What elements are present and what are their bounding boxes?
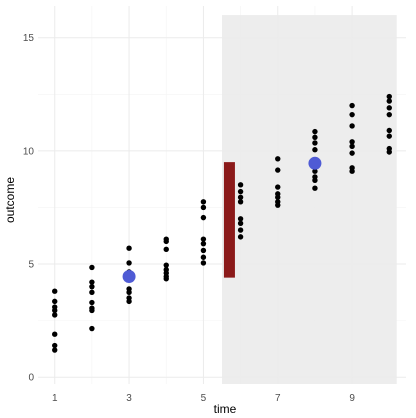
- data-point: [386, 93, 392, 100]
- data-point: [275, 184, 281, 190]
- x-tick-label: 9: [349, 393, 355, 404]
- data-point: [275, 167, 281, 173]
- y-tick-label: 5: [28, 260, 34, 271]
- data-point: [312, 185, 318, 191]
- data-point: [349, 111, 355, 118]
- data-point: [237, 188, 244, 195]
- x-tick-label: 7: [275, 393, 281, 404]
- data-point: [200, 260, 207, 266]
- data-point: [163, 238, 169, 245]
- data-point: [200, 254, 207, 260]
- data-point: [200, 214, 207, 221]
- data-point: [237, 182, 244, 188]
- data-point: [89, 264, 95, 271]
- data-point: [386, 127, 392, 134]
- data-point: [52, 312, 58, 318]
- data-point: [237, 220, 244, 226]
- shaded-region: [222, 15, 397, 384]
- data-point: [200, 204, 207, 211]
- data-point: [349, 150, 355, 156]
- data-point: [200, 236, 207, 242]
- data-point: [386, 133, 392, 139]
- data-point: [312, 128, 318, 135]
- data-points-layer: [52, 93, 392, 353]
- data-point: [52, 347, 58, 353]
- highlight-point: [308, 156, 322, 170]
- y-tick-label: 0: [28, 373, 34, 384]
- data-point: [163, 262, 169, 268]
- data-point: [126, 298, 132, 305]
- data-point: [312, 140, 318, 146]
- data-point: [52, 307, 58, 314]
- data-point: [312, 134, 318, 140]
- data-point: [349, 102, 355, 109]
- data-point: [200, 247, 207, 254]
- data-point: [312, 147, 318, 153]
- x-axis-tick-labels: 1 3 5 7 9: [52, 393, 355, 404]
- data-point: [349, 143, 355, 150]
- highlight-point: [122, 269, 136, 283]
- highlight-points-layer: [122, 156, 322, 283]
- data-point: [89, 289, 95, 296]
- data-point: [237, 194, 244, 200]
- data-point: [89, 299, 95, 306]
- x-tick-label: 1: [52, 393, 58, 404]
- data-point: [237, 216, 244, 222]
- data-point: [386, 105, 392, 111]
- shaded-region-layer: [222, 15, 397, 384]
- data-point: [126, 260, 132, 266]
- data-point: [237, 234, 244, 240]
- data-point: [237, 199, 244, 205]
- data-point: [349, 123, 355, 129]
- data-point: [163, 276, 169, 282]
- y-axis-title: outcome: [3, 177, 17, 223]
- data-point: [312, 168, 318, 174]
- data-point: [386, 111, 392, 118]
- data-point: [275, 202, 281, 208]
- data-point: [349, 139, 355, 145]
- data-point: [275, 194, 281, 200]
- x-tick-label: 5: [201, 393, 207, 404]
- y-axis-tick-labels: 0 5 10 15: [23, 33, 35, 384]
- data-point: [52, 288, 58, 294]
- data-point: [52, 342, 58, 349]
- data-point: [275, 156, 281, 162]
- data-point: [163, 246, 169, 253]
- data-point: [237, 227, 244, 233]
- data-point: [89, 307, 95, 314]
- y-tick-label: 10: [23, 146, 35, 157]
- data-point: [89, 325, 95, 332]
- data-point: [52, 331, 58, 337]
- data-point: [349, 168, 355, 174]
- x-tick-label: 3: [126, 393, 132, 404]
- data-point: [52, 298, 58, 305]
- y-tick-label: 15: [23, 33, 35, 44]
- data-point: [89, 283, 95, 290]
- data-point: [200, 240, 207, 247]
- data-point: [386, 98, 392, 104]
- x-axis-title: time: [214, 402, 237, 416]
- data-point: [126, 289, 132, 296]
- data-point: [200, 199, 207, 205]
- data-point: [386, 149, 392, 155]
- data-point: [126, 245, 132, 251]
- data-point: [312, 177, 318, 183]
- data-point: [89, 279, 95, 285]
